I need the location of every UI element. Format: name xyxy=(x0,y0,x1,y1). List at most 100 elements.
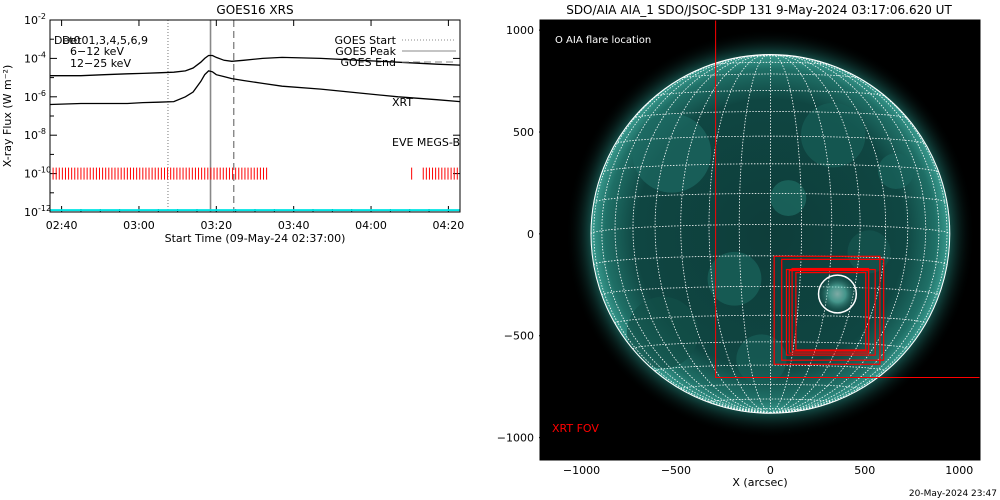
heliographic-grid xyxy=(590,54,950,414)
goes-y-tick-base: 10 xyxy=(24,206,38,219)
legend-6-12kev-label: 6−12 keV xyxy=(70,45,124,58)
aia-x-tick-label: −500 xyxy=(661,464,691,477)
goes-y-axis-label: X-ray Flux (W m⁻²) xyxy=(1,65,14,167)
goes-y-tick-base: 10 xyxy=(24,168,38,181)
goes-y-tick-label: 10 -12 xyxy=(24,204,51,219)
xrt-fov-boxes xyxy=(715,20,980,378)
xrt-fov-box xyxy=(781,258,885,361)
disk-active-region xyxy=(800,102,866,168)
goes-x-tick-labels: 02:40 03:00 03:20 03:40 04:00 04:20 xyxy=(46,219,464,232)
goes-y-tick-base: 10 xyxy=(24,91,38,104)
goes-y-tick-base: 10 xyxy=(24,14,38,27)
grid-parallel xyxy=(590,224,950,235)
grid-parallel xyxy=(593,193,948,204)
aia-tick-marks xyxy=(539,29,979,460)
solar-disk-texture xyxy=(626,102,914,385)
aia-y-tick-label: 1000 xyxy=(506,24,534,37)
eve-megs-b-annotation: EVE MEGS-B xyxy=(392,136,460,149)
grid-meridian xyxy=(708,54,771,414)
goes-event-markers xyxy=(167,20,235,212)
goes-y-tick-label: 10 -8 xyxy=(24,127,46,142)
aia-y-tick-label: 500 xyxy=(513,126,534,139)
grid-parallel xyxy=(593,255,948,266)
aia-y-tick-labels: −1000 −500 0 500 1000 xyxy=(497,24,534,444)
grid-parallel xyxy=(654,90,887,97)
goes-x-tick-label: 03:40 xyxy=(278,219,310,232)
grid-parallel xyxy=(601,163,940,173)
grid-meridian xyxy=(770,54,927,414)
grid-parallel xyxy=(632,111,909,119)
solar-limb xyxy=(590,53,951,414)
aia-chart-title: SDO/AIA AIA_1 SDO/JSOC-SDP 131 9-May-202… xyxy=(566,3,952,17)
grid-parallel xyxy=(680,73,861,79)
aia-y-tick-label: 0 xyxy=(527,228,534,241)
grid-parallel xyxy=(708,61,833,66)
goes-series-line-1 xyxy=(49,70,461,106)
grid-parallel xyxy=(654,364,887,372)
xrt-fov-label: XRT FOV xyxy=(552,422,599,435)
goes-y-tick-exponent: -8 xyxy=(38,127,46,136)
legend-det-overlap: Det0 xyxy=(54,34,81,47)
aia-y-tick-label: −1000 xyxy=(497,432,534,445)
aia-x-tick-label: 1000 xyxy=(945,464,973,477)
goes-x-tick-label: 02:40 xyxy=(46,219,78,232)
aia-legend-flare-location: O AIA flare location xyxy=(555,35,651,46)
goes-plot-frame xyxy=(49,19,461,213)
goes-y-tick-label: 10 -10 xyxy=(24,166,51,181)
grid-meridian xyxy=(654,54,771,414)
aia-x-tick-label: 0 xyxy=(767,464,774,477)
xrt-fov-box xyxy=(785,268,876,356)
goes-series-lines xyxy=(49,54,461,212)
xrt-annotation: XRT xyxy=(392,96,413,109)
disk-active-region xyxy=(878,153,914,190)
goes-y-tick-exponent: -6 xyxy=(38,89,46,98)
goes-xrs-panel: GOES16 XRS 02:40 03:00 03:20 03:40 04:00 04:2… xyxy=(1,3,464,245)
aia-x-tick-label: 500 xyxy=(854,464,875,477)
goes-x-tick-label: 03:00 xyxy=(123,219,155,232)
goes-y-tick-label: 10 -4 xyxy=(24,50,46,65)
grid-parallel xyxy=(708,398,833,403)
goes-x-tick-label: 04:00 xyxy=(355,219,387,232)
disk-active-region xyxy=(770,180,807,216)
grid-parallel xyxy=(614,135,927,145)
goes-y-tick-exponent: -4 xyxy=(38,50,46,59)
grid-meridian xyxy=(738,54,771,414)
goes-y-tick-exponent: -10 xyxy=(38,166,51,175)
legend-goes-start-label: GOES Start xyxy=(335,34,397,47)
aia-flare-location-circle xyxy=(817,274,858,314)
goes-y-tick-label: 10 -6 xyxy=(24,89,46,104)
disk-active-region xyxy=(632,113,712,193)
legend-goes-peak-label: GOES Peak xyxy=(335,45,396,58)
goes-x-tick-label: 03:20 xyxy=(200,219,232,232)
flare-glow xyxy=(816,273,859,315)
grid-parallel xyxy=(614,314,927,324)
grid-parallel xyxy=(601,285,940,296)
aia-x-tick-labels: −1000 −500 0 500 1000 xyxy=(563,464,973,477)
aia-y-tick-label: −500 xyxy=(504,330,534,343)
legend-goes-end-label: GOES End xyxy=(340,56,396,69)
grid-parallel xyxy=(738,408,802,411)
disk-active-region xyxy=(707,251,762,306)
aia-x-tick-label: −1000 xyxy=(563,464,600,477)
goes-y-tick-exponent: -12 xyxy=(38,204,51,213)
xrt-fov-box xyxy=(795,271,867,351)
goes-y-tick-base: 10 xyxy=(24,129,38,142)
grid-meridian xyxy=(770,54,909,414)
footer-timestamp: 20-May-2024 23:47 xyxy=(909,489,997,499)
goes-y-tick-exponent: -2 xyxy=(38,12,46,21)
aia-x-axis-label: X (arcsec) xyxy=(732,476,787,489)
grid-parallel xyxy=(680,383,861,390)
aia-panel: SDO/AIA AIA_1 SDO/JSOC-SDP 131 9-May-202… xyxy=(497,3,981,489)
xrt-fov-box xyxy=(715,20,980,378)
goes-xrt-coverage xyxy=(49,167,458,180)
legend-12-25kev-label: 12−25 keV xyxy=(70,57,131,70)
goes-chart-title: GOES16 XRS xyxy=(216,3,293,17)
goes-y-tick-label: 10 -2 xyxy=(24,12,46,27)
aia-plot-frame xyxy=(539,19,981,461)
goes-series-line-0 xyxy=(50,54,461,77)
goes-y-tick-base: 10 xyxy=(24,52,38,65)
goes-x-tick-label: 04:20 xyxy=(433,219,465,232)
grid-parallel xyxy=(632,341,909,350)
